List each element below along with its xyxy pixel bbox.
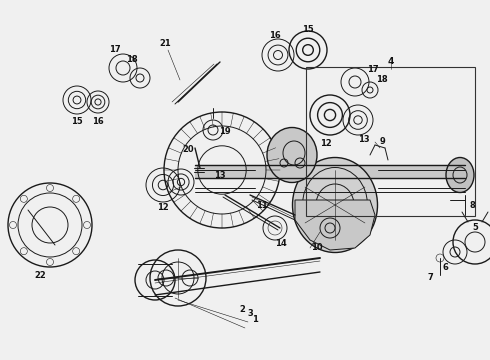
Text: 6: 6	[442, 264, 448, 273]
Text: 13: 13	[358, 135, 370, 144]
Text: 16: 16	[92, 117, 104, 126]
Text: 7: 7	[427, 274, 433, 283]
Text: 1: 1	[252, 315, 258, 324]
Text: 12: 12	[320, 139, 332, 148]
Text: 18: 18	[376, 76, 388, 85]
Polygon shape	[295, 200, 375, 250]
Text: 12: 12	[157, 202, 169, 211]
Text: 3: 3	[247, 310, 253, 319]
Ellipse shape	[293, 158, 377, 252]
Text: 15: 15	[71, 117, 83, 126]
Text: 13: 13	[214, 171, 226, 180]
Text: 17: 17	[367, 66, 379, 75]
Text: 14: 14	[275, 239, 287, 248]
Text: 9: 9	[379, 138, 385, 147]
Ellipse shape	[267, 127, 317, 183]
Text: 18: 18	[126, 55, 138, 64]
Text: 20: 20	[182, 145, 194, 154]
Text: 11: 11	[256, 201, 268, 210]
Text: 5: 5	[472, 224, 478, 233]
Text: 10: 10	[311, 243, 323, 252]
Text: 15: 15	[302, 26, 314, 35]
Text: 4: 4	[388, 57, 394, 66]
Text: 2: 2	[239, 306, 245, 315]
Text: 19: 19	[219, 127, 231, 136]
Text: 16: 16	[269, 31, 281, 40]
Text: 17: 17	[109, 45, 121, 54]
Text: 22: 22	[34, 270, 46, 279]
Text: 21: 21	[159, 40, 171, 49]
Ellipse shape	[446, 158, 474, 193]
Text: 8: 8	[469, 201, 475, 210]
Bar	[306, 67, 475, 216]
